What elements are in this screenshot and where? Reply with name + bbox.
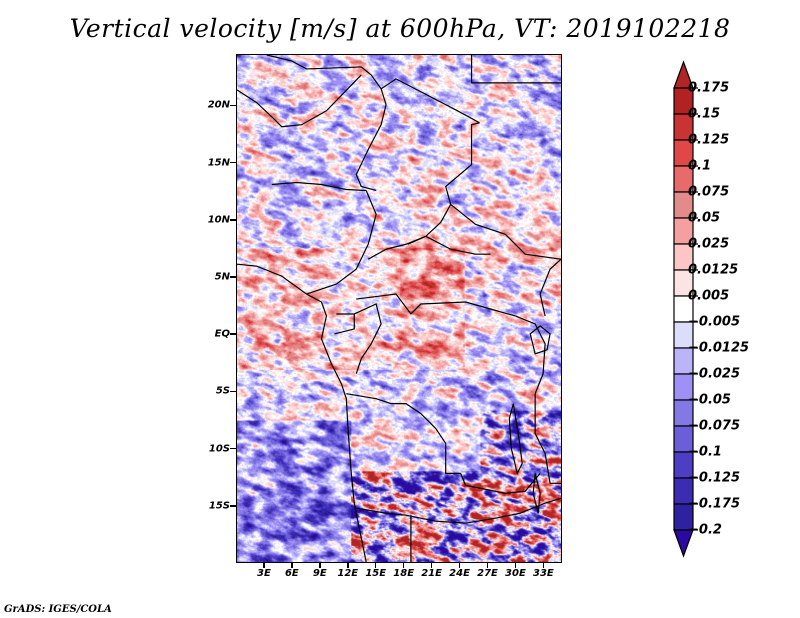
border-sudan-south-sudan (450, 203, 561, 260)
border-congo-drc (354, 303, 382, 374)
lon-tick-label: 33E (532, 568, 554, 579)
colorbar-level-label: 0.025 (688, 236, 730, 252)
colorbar-level-label: −0.025 (688, 366, 741, 382)
lon-tick-label: 24E (449, 568, 470, 579)
lat-tick-mark (230, 447, 236, 450)
lon-tick-label: 21E (421, 568, 442, 579)
lake-tanganyika (508, 403, 523, 476)
lake-malawi (532, 473, 541, 514)
coastline-west-africa (237, 263, 367, 562)
lon-tick-label: 6E (284, 568, 299, 579)
border-ethiopia (539, 258, 561, 317)
border-sudan-chad (407, 122, 480, 245)
lon-tick-label: 30E (505, 568, 526, 579)
lon-tick-mark (486, 563, 489, 568)
lon-tick-mark (347, 563, 349, 568)
lat-tick-label: 5N (214, 271, 230, 283)
colorbar-level-label: −0.125 (688, 470, 741, 486)
lon-tick-mark (458, 563, 461, 568)
lat-tick-mark (230, 161, 236, 164)
lon-tick-mark (430, 563, 433, 568)
border-algeria-niger (237, 74, 362, 128)
lat-tick-mark (230, 104, 236, 107)
lon-tick-label: 27E (477, 568, 498, 579)
lat-tick-label: 10N (207, 214, 230, 226)
lake-victoria (529, 325, 551, 355)
chart-title: Vertical velocity [m/s] at 600hPa, VT: 2… (69, 14, 731, 43)
lon-tick-label: 15E (365, 568, 387, 579)
colorbar-level-label: −0.2 (688, 522, 722, 538)
border-drc-tanzania (534, 393, 561, 484)
lon-tick-mark (319, 563, 321, 568)
border-zambia-south (356, 497, 561, 524)
colorbar-level-label: 0.05 (688, 210, 721, 226)
border-nigeria-cameroon (306, 190, 377, 295)
lat-tick-label: 20N (207, 99, 230, 111)
lon-tick-label: 3E (257, 568, 271, 579)
lat-tick-mark (230, 390, 236, 393)
colorbar-level-label: −0.075 (688, 418, 741, 434)
colorbar-level-label: 0.005 (688, 288, 730, 304)
colorbar-level-label: −0.1 (688, 444, 722, 460)
lat-tick-label: 15N (207, 157, 230, 169)
lat-tick-mark (230, 505, 236, 507)
lat-tick-mark (230, 276, 236, 278)
lon-tick-mark (514, 563, 517, 568)
grads-credit: GrADS: IGES/COLA (4, 604, 112, 615)
lat-tick-label: 5S (215, 385, 230, 397)
country-borders (237, 55, 561, 562)
lat-tick-label: 15S (208, 500, 230, 512)
lat-tick-mark (230, 333, 236, 335)
border-car (367, 235, 491, 260)
lon-tick-label: 18E (393, 568, 415, 579)
border-car-drc (356, 293, 516, 317)
vertical-velocity-field (237, 55, 561, 562)
lon-tick-mark (374, 563, 377, 568)
colorbar-level-label: 0.0125 (688, 262, 739, 278)
lon-tick-mark (402, 563, 405, 568)
lon-tick-mark (291, 563, 293, 568)
colorbar-level-label: 0.125 (688, 132, 730, 148)
lon-tick-mark (263, 563, 265, 568)
colorbar-level-label: 0.1 (688, 158, 712, 174)
colorbar-level-label: −0.005 (688, 314, 741, 330)
map-plot-area (236, 54, 562, 563)
border-angola-north (346, 393, 447, 444)
lat-tick-label: 10S (208, 443, 230, 455)
colorbar-level-label: 0.075 (688, 184, 730, 200)
colorbar-level-label: −0.05 (688, 392, 731, 408)
lon-tick-label: 9E (312, 568, 327, 579)
colorbar-level-label: −0.175 (688, 496, 741, 512)
border-drc-uganda (515, 315, 546, 394)
lon-tick-label: 12E (337, 568, 359, 579)
lat-tick-label: EQ (214, 328, 230, 340)
colorbar-level-label: 0.175 (688, 80, 730, 96)
border-chad-west (355, 88, 387, 192)
colorbar-level-label: −0.0125 (688, 340, 750, 356)
colorbar-level-label: 0.15 (688, 106, 721, 122)
border-gabon-congo (334, 313, 355, 335)
lat-tick-mark (230, 219, 236, 221)
border-libya-niger (266, 55, 480, 124)
border-angola-zambia (445, 443, 541, 494)
lon-tick-mark (542, 563, 545, 568)
border-niger-nigeria (271, 181, 367, 192)
